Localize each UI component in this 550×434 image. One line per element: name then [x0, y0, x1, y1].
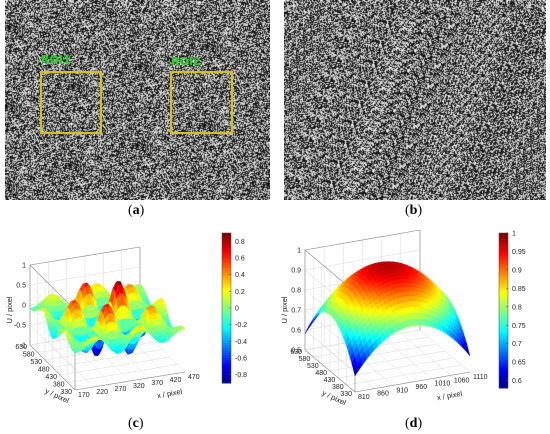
colorbar-tick-label: 0.4 — [235, 272, 245, 279]
y-tick-label: 430 — [324, 377, 336, 384]
colorbar-tick-label: 0.75 — [512, 323, 526, 330]
y-tick-label: 530 — [307, 363, 319, 370]
x-tick-label: 810 — [358, 394, 370, 401]
y-tick-label: 480 — [315, 370, 327, 377]
z-tick-label: -0.5 — [14, 323, 26, 330]
y-tick-label: 330 — [60, 389, 72, 396]
colorbar-tick-label: 0 — [235, 306, 239, 313]
speckle-image-deformed — [284, 0, 546, 200]
y-tick-label: 480 — [38, 367, 50, 374]
x-tick-label: 170 — [78, 392, 90, 399]
colorbar-tick-label: 0.6 — [235, 256, 245, 263]
z-tick-label: 0 — [22, 303, 26, 310]
roi1-label: ROI1 — [41, 53, 71, 66]
y-tick-label: 380 — [53, 382, 65, 389]
x-tick-label: 1060 — [454, 377, 470, 384]
colorbar-tick-label: 0.9 — [512, 267, 522, 274]
caption-b: (b) — [405, 203, 423, 218]
y-tick-label: 630 — [15, 344, 27, 351]
roi1-box — [40, 71, 102, 134]
colorbar-tick-label: 0.7 — [512, 341, 522, 348]
x-tick-label: 420 — [170, 377, 182, 384]
caption-a: (a) — [128, 203, 145, 218]
y-tick-label: 380 — [332, 384, 344, 391]
y-tick-label: 580 — [23, 352, 35, 359]
x-axis-label: x / pixel — [436, 389, 463, 402]
colorbar-tick-label: 0.2 — [235, 289, 245, 296]
colorbar-tick-label: -0.2 — [235, 322, 247, 329]
z-tick-label: 0.6 — [291, 328, 301, 335]
z-axis-label: U / pixel — [280, 296, 289, 323]
caption-d: (d) — [405, 416, 423, 431]
surface-mesh — [29, 280, 186, 357]
x-tick-label: 960 — [416, 384, 428, 391]
colorbar-tick-label: 0.6 — [512, 378, 522, 385]
colorbar-tick-label: 0.8 — [512, 304, 522, 311]
surface-mesh — [304, 261, 471, 377]
y-tick-label: 630 — [290, 349, 302, 356]
x-tick-label: 370 — [151, 380, 163, 387]
y-tick-label: 580 — [299, 356, 311, 363]
z-tick-label: 0.7 — [291, 308, 301, 315]
x-tick-label: 1110 — [473, 374, 488, 381]
colorbar-tick-label: 1 — [512, 231, 516, 238]
y-tick-label: 430 — [45, 374, 57, 381]
z-tick-label: -1 — [20, 343, 26, 350]
colorbar: 0.8 0.6 0.4 0.2 0 -0.2 -0.4 -0.6 -0.8 — [221, 232, 247, 384]
y-tick-label: 330 — [340, 391, 352, 398]
z-tick-label: 0.5 — [291, 348, 301, 355]
x-tick-label: 470 — [188, 374, 200, 381]
x-tick-label: 1010 — [435, 381, 451, 388]
roi2-box — [170, 71, 233, 134]
colorbar-tick-label: 0.85 — [512, 286, 526, 293]
x-tick-label: 910 — [396, 387, 408, 394]
roi2-label: ROI2 — [171, 55, 201, 68]
x-tick-label: 320 — [133, 383, 145, 390]
caption-c: (c) — [128, 416, 144, 431]
speckle-image-reference — [5, 0, 270, 200]
colorbar-tick-label: 0.8 — [235, 239, 245, 246]
colorbar-tick-label: -0.6 — [235, 356, 247, 363]
z-tick-label: 0.5 — [16, 283, 26, 290]
colorbar-tick-label: 0.95 — [512, 249, 526, 256]
x-axis-label: x / pixel — [156, 387, 183, 400]
x-tick-label: 860 — [377, 391, 389, 398]
z-tick-label: 0.8 — [291, 288, 301, 295]
z-axis-label: U / pixel — [5, 296, 14, 323]
z-tick-label: 1 — [297, 248, 301, 255]
colorbar-tick-label: 0.65 — [512, 360, 526, 367]
y-tick-label: 530 — [30, 359, 42, 366]
colorbar-tick-label: -0.8 — [235, 372, 247, 379]
x-tick-label: 220 — [96, 389, 108, 396]
z-tick-label: 0.9 — [291, 268, 301, 275]
x-tick-label: 270 — [115, 386, 127, 393]
colorbar-tick-label: -0.4 — [235, 339, 247, 346]
colorbar: 1 0.95 0.9 0.85 0.8 0.75 0.7 0.65 0.6 — [498, 231, 526, 389]
z-tick-label: 1 — [22, 263, 26, 270]
